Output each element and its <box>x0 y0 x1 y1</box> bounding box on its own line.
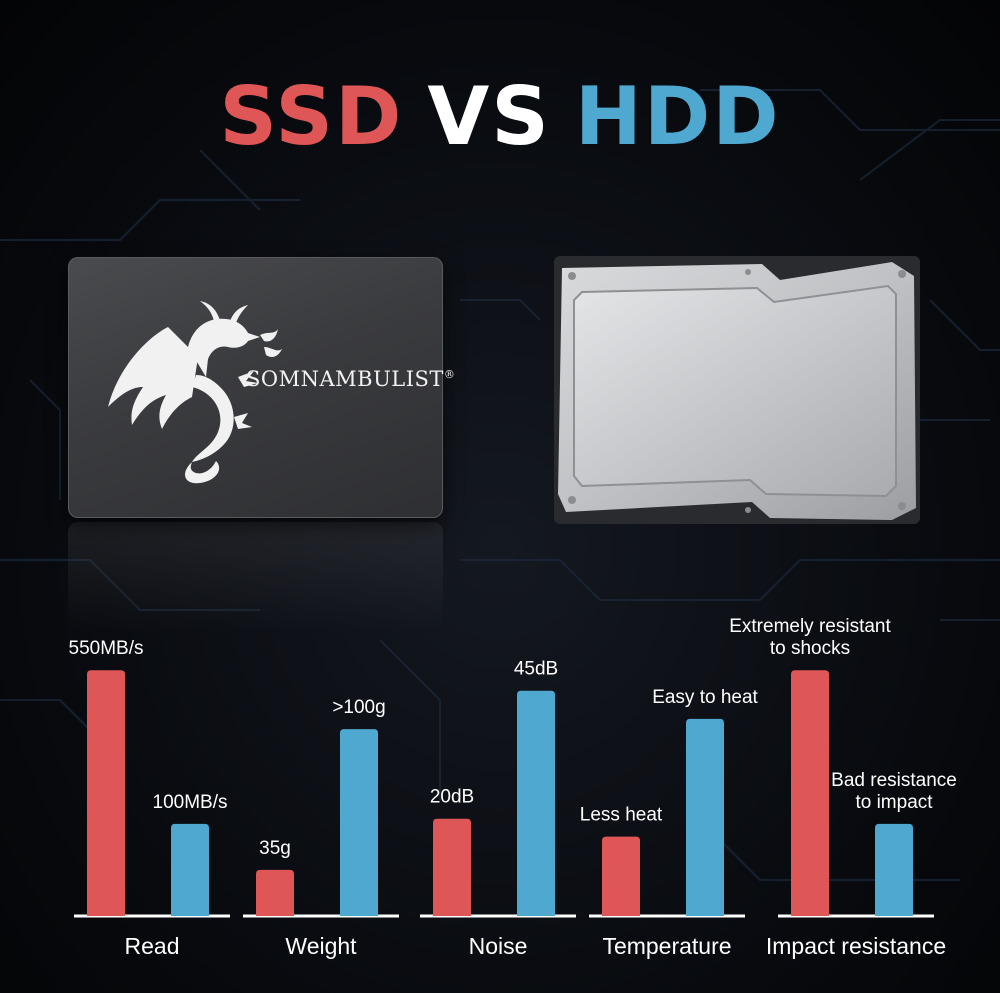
bar <box>171 823 209 916</box>
category-label: Weight <box>285 933 357 959</box>
title-hdd: HDD <box>574 70 781 163</box>
data-label: 550MB/s <box>69 638 144 659</box>
bar <box>433 818 471 916</box>
comparison-bar-chart: Read 550MB/s 100MB/s Weight 35g >100g Noise 20d… <box>69 616 957 959</box>
bar <box>686 718 724 916</box>
category-label: Noise <box>469 933 528 959</box>
data-label: Bad resistance to impact <box>831 770 957 813</box>
bar <box>875 823 913 916</box>
ssd-drive-image: SOMNAMBULIST® <box>68 257 455 518</box>
data-label: >100g <box>332 697 385 718</box>
comparison-title: SSD VS HDD <box>0 62 1000 172</box>
bar <box>602 836 640 916</box>
data-label: Easy to heat <box>652 687 758 708</box>
bar <box>87 670 125 916</box>
data-label: Extremely resistant to shocks <box>729 616 891 659</box>
registered-mark: ® <box>443 368 456 381</box>
bar <box>791 670 829 916</box>
ssd-brand-label: SOMNAMBULIST® <box>246 367 455 391</box>
bar <box>517 690 555 916</box>
data-label: 100MB/s <box>153 792 228 813</box>
data-label: 45dB <box>514 659 558 680</box>
category-label: Impact resistance <box>766 933 946 959</box>
dragon-logo-icon <box>108 301 282 484</box>
title-vs: VS <box>427 70 551 163</box>
category-label: Temperature <box>602 933 731 959</box>
bar <box>340 729 378 916</box>
bar <box>256 869 294 916</box>
ssd-reflection <box>68 522 443 632</box>
hdd-drive-image <box>554 256 920 524</box>
category-label: Read <box>125 933 180 959</box>
title-ssd: SSD <box>219 70 404 163</box>
brand-name: SOMNAMBULIST <box>246 367 444 391</box>
data-label: 35g <box>259 838 291 859</box>
data-label: 20dB <box>430 787 474 808</box>
data-label: Less heat <box>580 805 663 826</box>
